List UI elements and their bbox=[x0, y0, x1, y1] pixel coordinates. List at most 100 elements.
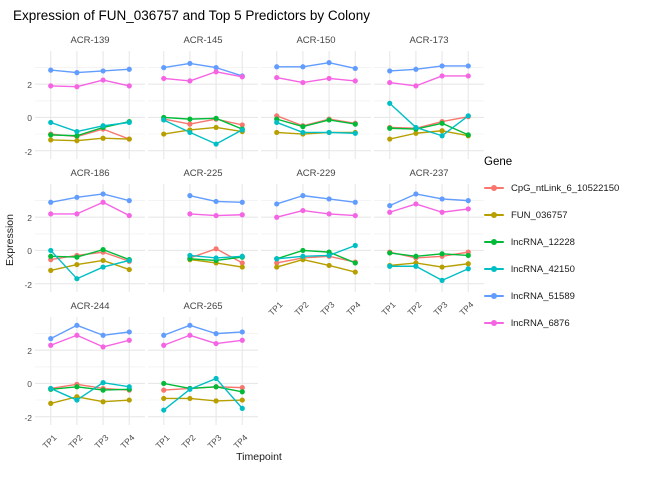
legend-dot-icon bbox=[491, 239, 497, 245]
facet-title: ACR-139 bbox=[70, 35, 110, 46]
data-point-FUN_036757 bbox=[48, 267, 54, 273]
data-point-lncRNA_6876 bbox=[161, 75, 167, 82]
x-tick-labels: TP1 TP2 TP3 TP4 bbox=[35, 426, 145, 456]
data-point-lncRNA_42150 bbox=[439, 133, 445, 139]
x-tick-labels: TP1 TP2 TP3 TP4 bbox=[374, 293, 484, 323]
data-point-lncRNA_12228 bbox=[300, 247, 306, 254]
facet-ACR-225: ACR-225 bbox=[148, 167, 258, 292]
data-point-lncRNA_6876 bbox=[100, 344, 106, 350]
x-tick-label: TP3 bbox=[205, 432, 224, 451]
data-point-FUN_036757 bbox=[439, 128, 445, 134]
x-tick-label: TP3 bbox=[431, 299, 450, 318]
legend-key-icon bbox=[484, 179, 504, 197]
x-tick-label: TP4 bbox=[118, 432, 137, 451]
facet-title: ACR-244 bbox=[70, 301, 110, 312]
x-tick-label: TP1 bbox=[153, 432, 172, 451]
data-point-lncRNA_42150 bbox=[48, 119, 54, 126]
data-point-lncRNA_6876 bbox=[413, 83, 419, 89]
data-point-lncRNA_12228 bbox=[48, 253, 54, 259]
facet-chart bbox=[148, 184, 258, 292]
data-point-lncRNA_42150 bbox=[300, 129, 306, 136]
x-tick-label: TP2 bbox=[292, 299, 311, 318]
data-point-lncRNA_42150 bbox=[352, 242, 358, 249]
data-point-lncRNA_42150 bbox=[187, 386, 193, 392]
legend-key-icon bbox=[484, 206, 504, 224]
data-point-lncRNA_42150 bbox=[100, 380, 106, 386]
data-point-FUN_036757 bbox=[213, 398, 219, 404]
facet-title: ACR-225 bbox=[183, 168, 223, 179]
data-point-CpG_ntLink_6_10522150 bbox=[239, 122, 245, 128]
data-point-lncRNA_51589 bbox=[300, 193, 306, 199]
data-point-lncRNA_42150 bbox=[161, 117, 167, 123]
y-axis-title: Expression bbox=[4, 214, 16, 266]
data-point-lncRNA_12228 bbox=[74, 384, 80, 390]
data-point-lncRNA_51589 bbox=[126, 198, 132, 204]
data-point-lncRNA_6876 bbox=[126, 83, 132, 89]
x-tick-label: TP1 bbox=[266, 299, 285, 318]
x-tick-label: TP3 bbox=[318, 299, 337, 318]
facet-chart bbox=[35, 51, 145, 159]
data-point-lncRNA_51589 bbox=[239, 199, 245, 205]
legend-label: lncRNA_51589 bbox=[511, 290, 575, 302]
facet-chart bbox=[148, 51, 258, 159]
data-point-lncRNA_6876 bbox=[126, 212, 132, 219]
legend-key-icon bbox=[484, 287, 504, 305]
data-point-lncRNA_51589 bbox=[48, 336, 54, 342]
facet-ACR-150: ACR-150 bbox=[261, 34, 371, 159]
data-point-FUN_036757 bbox=[100, 257, 106, 264]
data-point-FUN_036757 bbox=[274, 129, 280, 136]
legend-entry: lncRNA_42150 bbox=[484, 260, 619, 278]
data-point-lncRNA_42150 bbox=[300, 253, 306, 259]
data-point-lncRNA_6876 bbox=[100, 199, 106, 205]
legend-dot-icon bbox=[491, 320, 497, 326]
data-point-FUN_036757 bbox=[100, 399, 106, 405]
x-tick-label: TP4 bbox=[457, 299, 476, 318]
x-tick-label: TP4 bbox=[231, 432, 250, 451]
data-point-lncRNA_51589 bbox=[48, 67, 54, 73]
data-point-CpG_ntLink_6_10522150 bbox=[239, 385, 245, 391]
data-point-lncRNA_42150 bbox=[326, 129, 332, 136]
data-point-lncRNA_51589 bbox=[100, 332, 106, 338]
data-point-lncRNA_6876 bbox=[213, 69, 219, 75]
data-point-lncRNA_42150 bbox=[439, 277, 445, 283]
data-point-lncRNA_12228 bbox=[74, 133, 80, 139]
legend-label: CpG_ntLink_6_10522150 bbox=[511, 182, 620, 194]
facet-ACR-145: ACR-145 bbox=[148, 34, 258, 159]
data-point-lncRNA_6876 bbox=[74, 332, 80, 338]
data-point-lncRNA_51589 bbox=[74, 322, 80, 328]
data-point-FUN_036757 bbox=[74, 261, 80, 268]
data-point-lncRNA_51589 bbox=[187, 322, 193, 328]
legend-dot-icon bbox=[491, 185, 497, 191]
data-point-lncRNA_42150 bbox=[239, 405, 245, 411]
data-point-FUN_036757 bbox=[100, 135, 106, 141]
facet-ACR-139: ACR-139 2 0 -2 bbox=[24, 34, 145, 159]
data-point-lncRNA_6876 bbox=[187, 332, 193, 338]
data-point-FUN_036757 bbox=[439, 264, 445, 270]
data-point-lncRNA_51589 bbox=[213, 331, 219, 337]
data-point-lncRNA_12228 bbox=[387, 125, 393, 131]
data-point-FUN_036757 bbox=[161, 131, 167, 137]
x-tick-label: TP1 bbox=[40, 432, 59, 451]
facet-ACR-244: ACR-244 2 0 -2 TP1 TP2 TP3 TP4 bbox=[24, 300, 145, 451]
data-point-lncRNA_51589 bbox=[74, 70, 80, 76]
facet-chart bbox=[261, 184, 371, 292]
facet-chart bbox=[261, 51, 371, 159]
data-point-lncRNA_6876 bbox=[239, 74, 245, 80]
facet-chart bbox=[374, 184, 484, 292]
data-point-lncRNA_51589 bbox=[161, 332, 167, 338]
data-point-lncRNA_42150 bbox=[100, 123, 106, 129]
data-point-FUN_036757 bbox=[274, 264, 280, 270]
data-point-lncRNA_51589 bbox=[439, 63, 445, 69]
facet-ACR-237: ACR-237 TP1 TP2 TP3 TP4 bbox=[374, 167, 484, 318]
legend-dot-icon bbox=[491, 212, 497, 218]
legend-key-icon bbox=[484, 260, 504, 278]
data-point-lncRNA_51589 bbox=[387, 203, 393, 209]
y-tick-label: 2 bbox=[27, 80, 32, 91]
facet-title: ACR-229 bbox=[296, 168, 336, 179]
data-point-lncRNA_6876 bbox=[352, 212, 358, 219]
data-point-lncRNA_12228 bbox=[74, 254, 80, 260]
data-point-lncRNA_42150 bbox=[239, 127, 245, 133]
data-point-FUN_036757 bbox=[126, 266, 132, 273]
legend-entry: lncRNA_6876 bbox=[484, 314, 619, 332]
data-point-lncRNA_12228 bbox=[213, 384, 219, 390]
